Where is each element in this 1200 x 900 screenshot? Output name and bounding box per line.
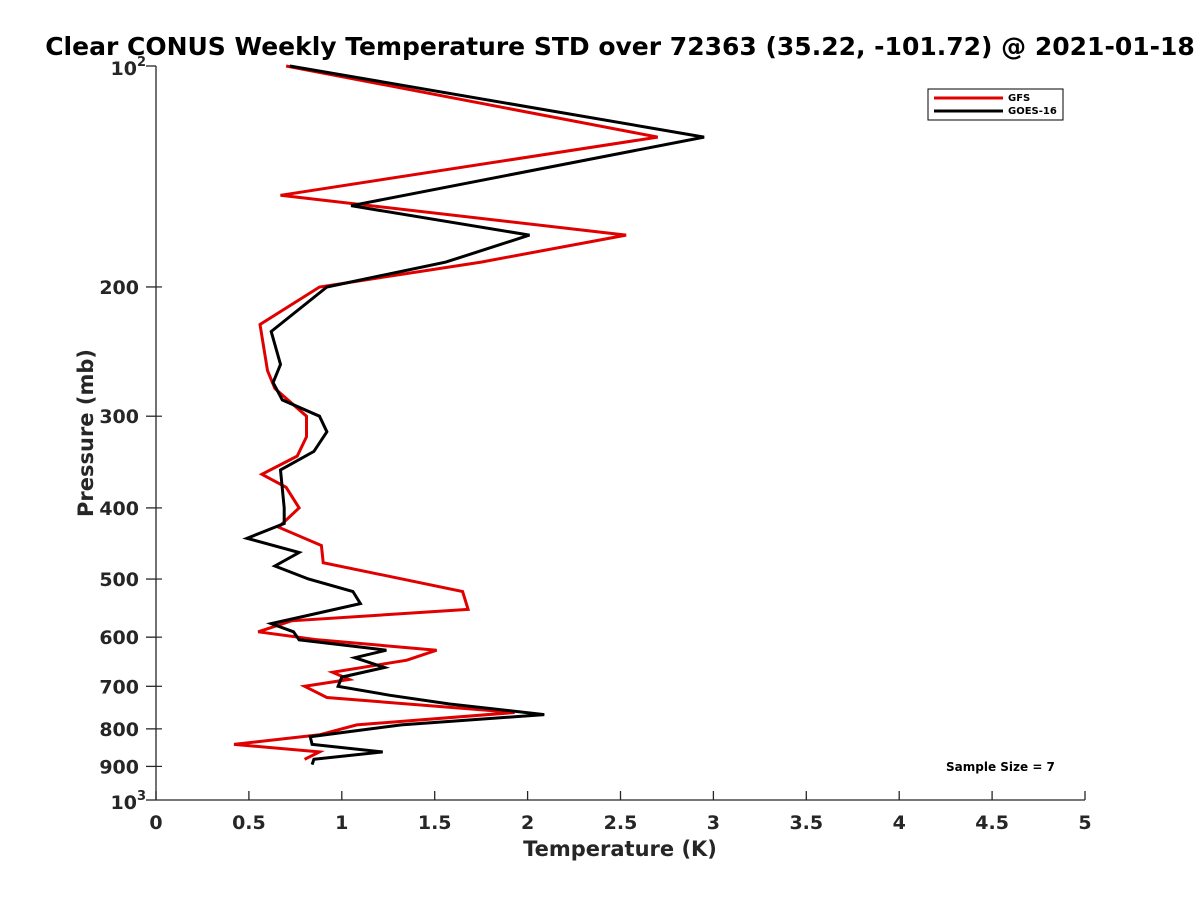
x-axis-label: Temperature (K) <box>523 837 717 861</box>
y-ticks: 200 300 400 500 600 700 800 900 102 103 <box>99 55 162 814</box>
series-lines <box>233 64 705 766</box>
x-tick-label: 2 <box>521 812 534 834</box>
x-tick-label: 3.5 <box>789 812 823 834</box>
chart-title: Clear CONUS Weekly Temperature STD over … <box>45 32 1195 61</box>
series-line-goes16 <box>242 64 705 766</box>
y-tick-label: 800 <box>99 719 139 741</box>
x-tick-label: 3 <box>707 812 720 834</box>
x-tick-label: 4.5 <box>975 812 1009 834</box>
x-tick-label: 0.5 <box>232 812 266 834</box>
y-tick-label: 900 <box>99 756 139 778</box>
legend-label-gfs: GFS <box>1008 93 1030 104</box>
y-decade-label: 103 <box>111 789 147 814</box>
legend: GFS GOES-16 <box>927 88 1064 121</box>
x-tick-label: 1 <box>335 812 348 834</box>
x-tick-label: 5 <box>1078 812 1091 834</box>
x-tick-label: 0 <box>149 812 162 834</box>
x-tick-label: 1.5 <box>418 812 452 834</box>
y-tick-label: 300 <box>99 406 139 428</box>
axes <box>155 66 1085 801</box>
series-line-gfs <box>233 64 658 761</box>
y-tick-label: 700 <box>99 676 139 698</box>
y-tick-label: 400 <box>99 498 139 520</box>
x-tick-label: 4 <box>893 812 906 834</box>
sample-size-annotation: Sample Size = 7 <box>946 760 1055 774</box>
legend-box <box>927 88 1064 121</box>
x-tick-label: 2.5 <box>604 812 638 834</box>
y-decade-label: 102 <box>111 55 147 80</box>
y-axis-label: Pressure (mb) <box>74 349 98 517</box>
y-tick-label: 600 <box>99 627 139 649</box>
legend-label-goes16: GOES-16 <box>1008 106 1057 117</box>
y-tick-label: 200 <box>99 277 139 299</box>
y-tick-label: 500 <box>99 569 139 591</box>
x-ticks: 0 0.5 1 1.5 2 2.5 3 3.5 4 4.5 5 <box>149 791 1092 834</box>
